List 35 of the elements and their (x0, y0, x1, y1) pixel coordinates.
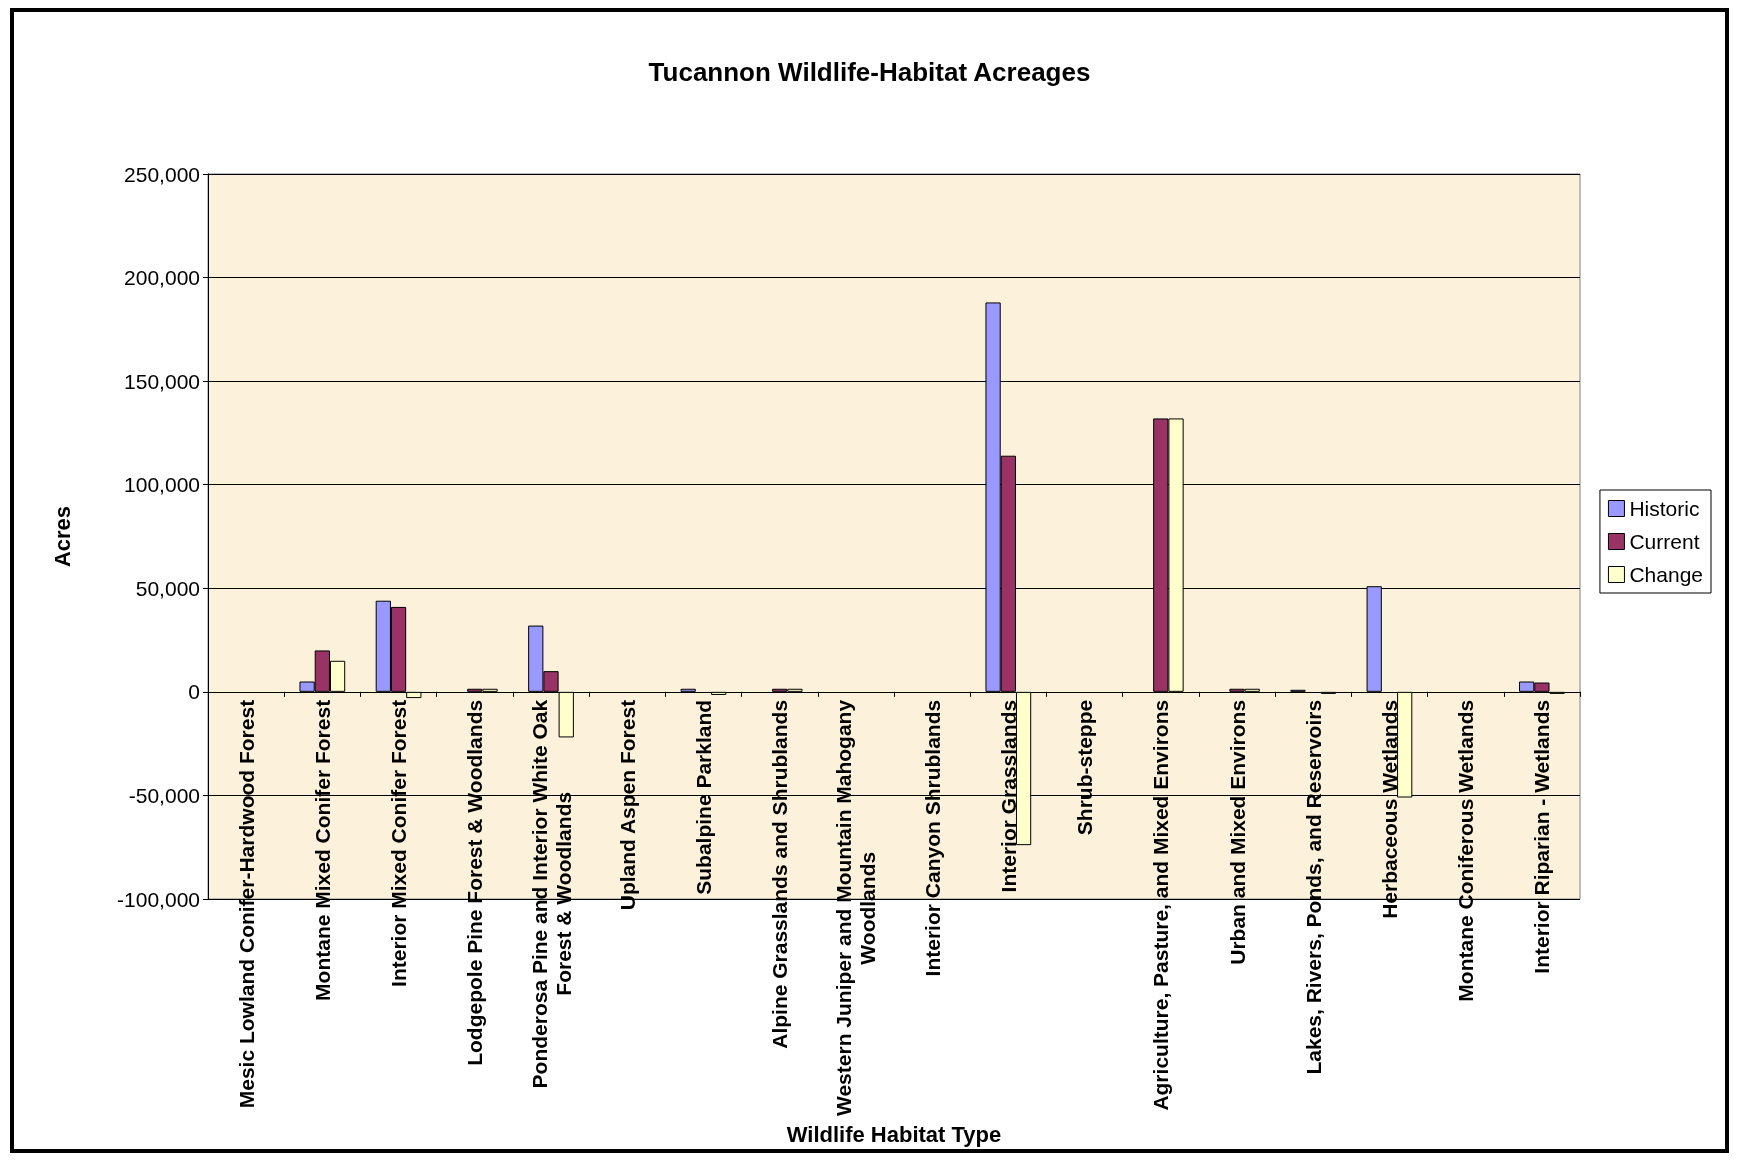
x-tick-label: Upland Aspen Forest (615, 699, 639, 911)
x-tick-label: Interior Canyon Shrublands (920, 699, 944, 977)
x-tick-label: Alpine Grasslands and Shrublands (768, 699, 792, 1049)
x-tick-label: Montane Coniferous Wetlands (1454, 699, 1478, 1002)
x-tick-label: Lodgepole Pine Forest & Woodlands (463, 699, 487, 1066)
x-axis-title: Wildlife Habitat Type (786, 1122, 1002, 1148)
legend-label: Historic (1629, 497, 1700, 520)
legend-label: Change (1629, 563, 1703, 586)
x-tick-label: Montane Mixed Conifer Forest (310, 699, 334, 1001)
x-tick-label: Urban and Mixed Environs (1225, 699, 1249, 965)
y-tick-label: 150,000 (124, 369, 200, 393)
y-tick-label: 250,000 (124, 162, 200, 186)
y-tick-label: 100,000 (124, 473, 200, 497)
x-tick-label: Interior Grasslands (996, 699, 1020, 893)
x-tick-label: Interior Riparian - Wetlands (1530, 699, 1554, 974)
chart-title: Tucannon Wildlife-Habitat Acreages (648, 57, 1091, 87)
bar (406, 691, 422, 699)
x-tick-label: Subalpine Parkland (691, 699, 715, 895)
x-tick-label: Agriculture, Pasture, and Mixed Environs (1149, 699, 1173, 1111)
bar (680, 688, 696, 692)
y-tick-label: 0 (188, 680, 200, 704)
y-tick-label: -100,000 (117, 887, 200, 911)
x-tick-label: Mesic Lowland Conifer-Hardwood Forest (234, 699, 258, 1109)
x-tick-label: Western Juniper and Mountain Mahogany Woodlands (832, 699, 880, 1117)
y-tick-label: -50,000 (128, 783, 200, 807)
x-tick-label: Herbaceous Wetlands (1377, 699, 1401, 919)
x-tick-label: Shrub-steppe (1073, 699, 1097, 836)
bar (711, 691, 727, 695)
x-tick-label: Ponderosa Pine and Interior White Oak Forest & Woodlands (527, 699, 575, 1089)
y-tick-label: 200,000 (124, 266, 200, 290)
y-tick-label: 50,000 (135, 576, 200, 600)
legend-label: Current (1629, 530, 1700, 553)
y-axis-title: Acres (49, 505, 75, 568)
x-tick-label: Interior Mixed Conifer Forest (387, 699, 411, 987)
x-tick-label: Lakes, Rivers, Ponds, and Reservoirs (1301, 699, 1325, 1075)
